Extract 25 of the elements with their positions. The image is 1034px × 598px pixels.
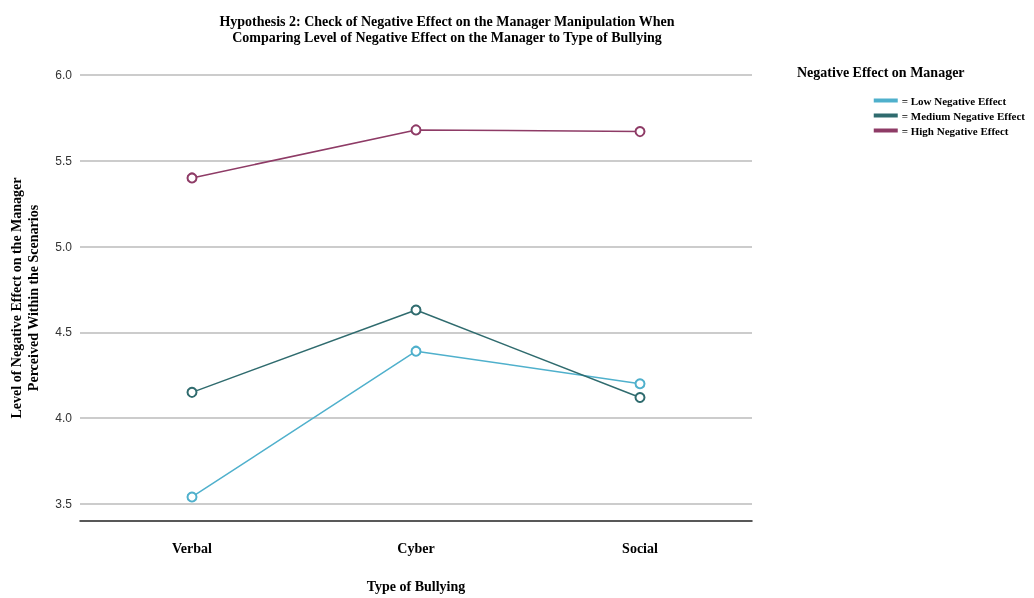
chart-title: Hypothesis 2: Check of Negative Effect on the Manager Manipulation When Comparing Level of Negative Effect on the Manager to Type of Bullying	[219, 13, 675, 45]
legend-title: Negative Effect on Manager	[797, 64, 965, 80]
y-tick-label: 5.5	[55, 153, 73, 168]
point	[634, 126, 646, 138]
y-tick-label: 3.5	[55, 496, 73, 511]
legend-label: = Medium Negative Effect	[901, 109, 1026, 122]
legend-label: = High Negative Effect	[901, 124, 1009, 137]
point	[186, 491, 198, 503]
x-axis-title: Type of Bullying	[366, 578, 466, 594]
y-axis-title: Level of Negative Effect on the Manager Perceived Within the Scenarios	[9, 177, 41, 419]
point	[186, 172, 198, 184]
point	[410, 304, 422, 316]
y-tick-label: 6.0	[55, 68, 73, 82]
point	[186, 386, 198, 398]
x-tick-label: Cyber	[397, 540, 435, 556]
point	[410, 345, 422, 357]
x-tick-label: Social	[622, 540, 658, 556]
y-tick-label: 4.0	[55, 411, 73, 426]
point	[410, 124, 422, 136]
x-tick-label: Verbal	[172, 540, 213, 556]
point	[634, 391, 646, 403]
legend-label: = Low Negative Effect	[901, 94, 1007, 107]
y-tick-label: 4.5	[55, 325, 73, 340]
y-tick-label: 5.0	[55, 239, 73, 254]
point	[634, 378, 646, 390]
